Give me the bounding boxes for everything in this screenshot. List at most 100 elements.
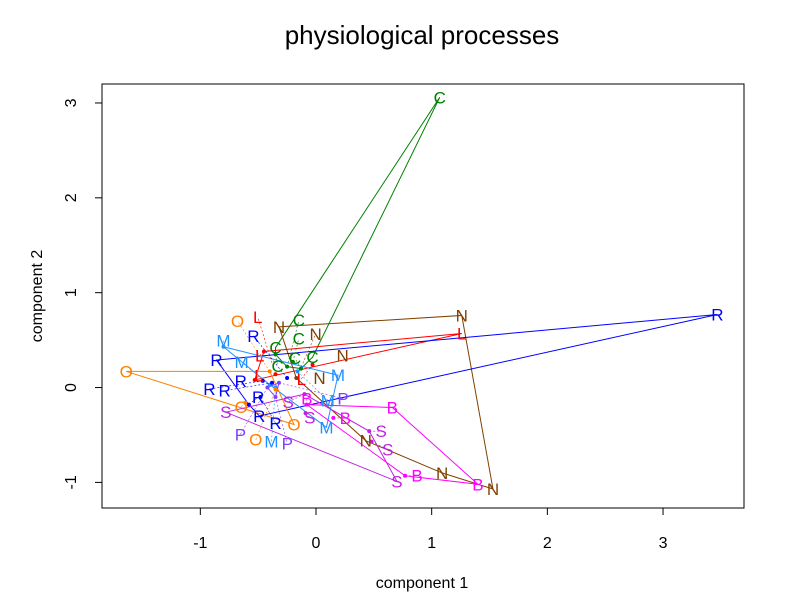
leader-line — [297, 371, 329, 401]
point-P: P — [282, 435, 293, 454]
hull-O — [126, 370, 295, 426]
point-marker-R — [246, 402, 251, 407]
chart-title: physiological processes — [285, 20, 560, 50]
leader-line — [301, 364, 313, 380]
point-S: S — [220, 403, 231, 422]
point-marker-S — [369, 439, 374, 444]
y-tick-label: -1 — [63, 475, 80, 489]
leader-line — [224, 382, 273, 391]
leader-line — [286, 320, 300, 367]
point-S: S — [283, 393, 294, 412]
point-marker-P — [273, 395, 278, 400]
point-marker-R — [258, 395, 263, 400]
plot-area — [101, 83, 745, 509]
point-marker-P — [265, 385, 270, 390]
point-marker-S — [367, 429, 372, 434]
x-tick-label: 3 — [659, 535, 668, 552]
point-S: S — [376, 422, 387, 441]
hull-R — [215, 313, 718, 417]
leader-line — [275, 396, 288, 444]
point-O: O — [249, 431, 262, 450]
y-tick-label: 0 — [63, 383, 80, 392]
point-N: N — [456, 306, 468, 325]
point-B: B — [340, 409, 351, 428]
leader-line — [292, 338, 300, 362]
point-N: N — [436, 464, 448, 483]
point-marker-R — [260, 378, 265, 383]
point-marker-O — [273, 387, 278, 392]
point-M: M — [331, 366, 345, 385]
point-marker-B — [304, 402, 309, 407]
point-C: C — [271, 357, 283, 376]
point-marker-C — [285, 364, 290, 369]
leader-line — [294, 358, 302, 369]
point-L: L — [457, 324, 466, 343]
point-R: R — [203, 380, 215, 399]
point-C: C — [293, 330, 305, 349]
leader-line — [241, 362, 270, 385]
y-axis-label: component 2 — [29, 250, 46, 343]
point-M: M — [234, 353, 248, 372]
point-P: P — [235, 425, 246, 444]
point-marker-B — [403, 473, 408, 478]
leader-line — [248, 396, 259, 405]
point-marker-L — [273, 372, 278, 377]
point-C: C — [434, 88, 446, 107]
point-P: P — [337, 390, 348, 409]
point-N: N — [487, 480, 499, 499]
y-tick-label: 1 — [63, 288, 80, 297]
point-O: O — [231, 312, 244, 331]
point-marker-S — [303, 411, 308, 416]
x-axis-label: component 1 — [376, 575, 469, 592]
point-S: S — [391, 472, 402, 491]
point-O: O — [235, 398, 248, 417]
point-M: M — [216, 332, 230, 351]
point-R: R — [247, 327, 259, 346]
hull-M — [223, 346, 339, 429]
point-M: M — [319, 418, 333, 437]
point-N: N — [360, 432, 372, 451]
x-tick-label: 2 — [543, 535, 552, 552]
point-marker-C — [290, 359, 295, 364]
point-marker-L — [261, 349, 266, 354]
point-marker-C — [298, 366, 303, 371]
point-R: R — [235, 372, 247, 391]
point-R: R — [711, 305, 723, 324]
leader-line — [237, 320, 270, 372]
leader-line — [278, 382, 344, 399]
point-R: R — [219, 382, 231, 401]
point-S: S — [382, 440, 393, 459]
point-marker-L — [310, 362, 315, 367]
leader-line — [296, 333, 316, 379]
point-marker-M — [295, 369, 300, 374]
point-N: N — [313, 369, 325, 388]
point-L: L — [254, 367, 263, 386]
y-tick-label: 2 — [63, 193, 80, 202]
point-marker-R — [285, 376, 290, 381]
leader-line — [371, 441, 388, 450]
hull-B — [305, 404, 480, 485]
point-C: C — [306, 348, 318, 367]
leader-line — [288, 393, 305, 403]
point-R: R — [252, 388, 264, 407]
point-B: B — [472, 475, 483, 494]
leader-line — [255, 389, 276, 440]
point-marker-O — [243, 400, 248, 405]
y-tick-label: 3 — [63, 98, 80, 107]
x-tick-label: 0 — [312, 535, 321, 552]
point-marker-M — [221, 344, 226, 349]
point-marker-B — [331, 415, 336, 420]
point-R: R — [210, 351, 222, 370]
point-R: R — [253, 407, 265, 426]
point-B: B — [301, 390, 312, 409]
point-marker-S — [302, 392, 307, 397]
point-M: M — [264, 432, 278, 451]
point-C: C — [293, 311, 305, 330]
point-L: L — [253, 308, 262, 327]
point-N: N — [336, 346, 348, 365]
point-marker-L — [252, 377, 257, 382]
point-L: L — [297, 370, 306, 389]
x-tick-label: 1 — [427, 535, 436, 552]
point-L: L — [255, 347, 264, 366]
